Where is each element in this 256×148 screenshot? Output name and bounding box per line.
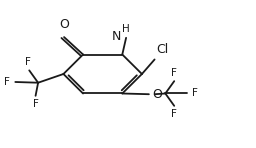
Text: N: N <box>112 30 122 43</box>
Text: H: H <box>122 24 130 34</box>
Text: F: F <box>193 89 198 98</box>
Text: F: F <box>25 57 31 67</box>
Text: F: F <box>171 68 177 78</box>
Text: F: F <box>171 109 177 119</box>
Text: F: F <box>4 77 10 87</box>
Text: O: O <box>152 88 162 101</box>
Text: F: F <box>33 99 38 109</box>
Text: Cl: Cl <box>156 43 168 56</box>
Text: O: O <box>59 18 69 31</box>
